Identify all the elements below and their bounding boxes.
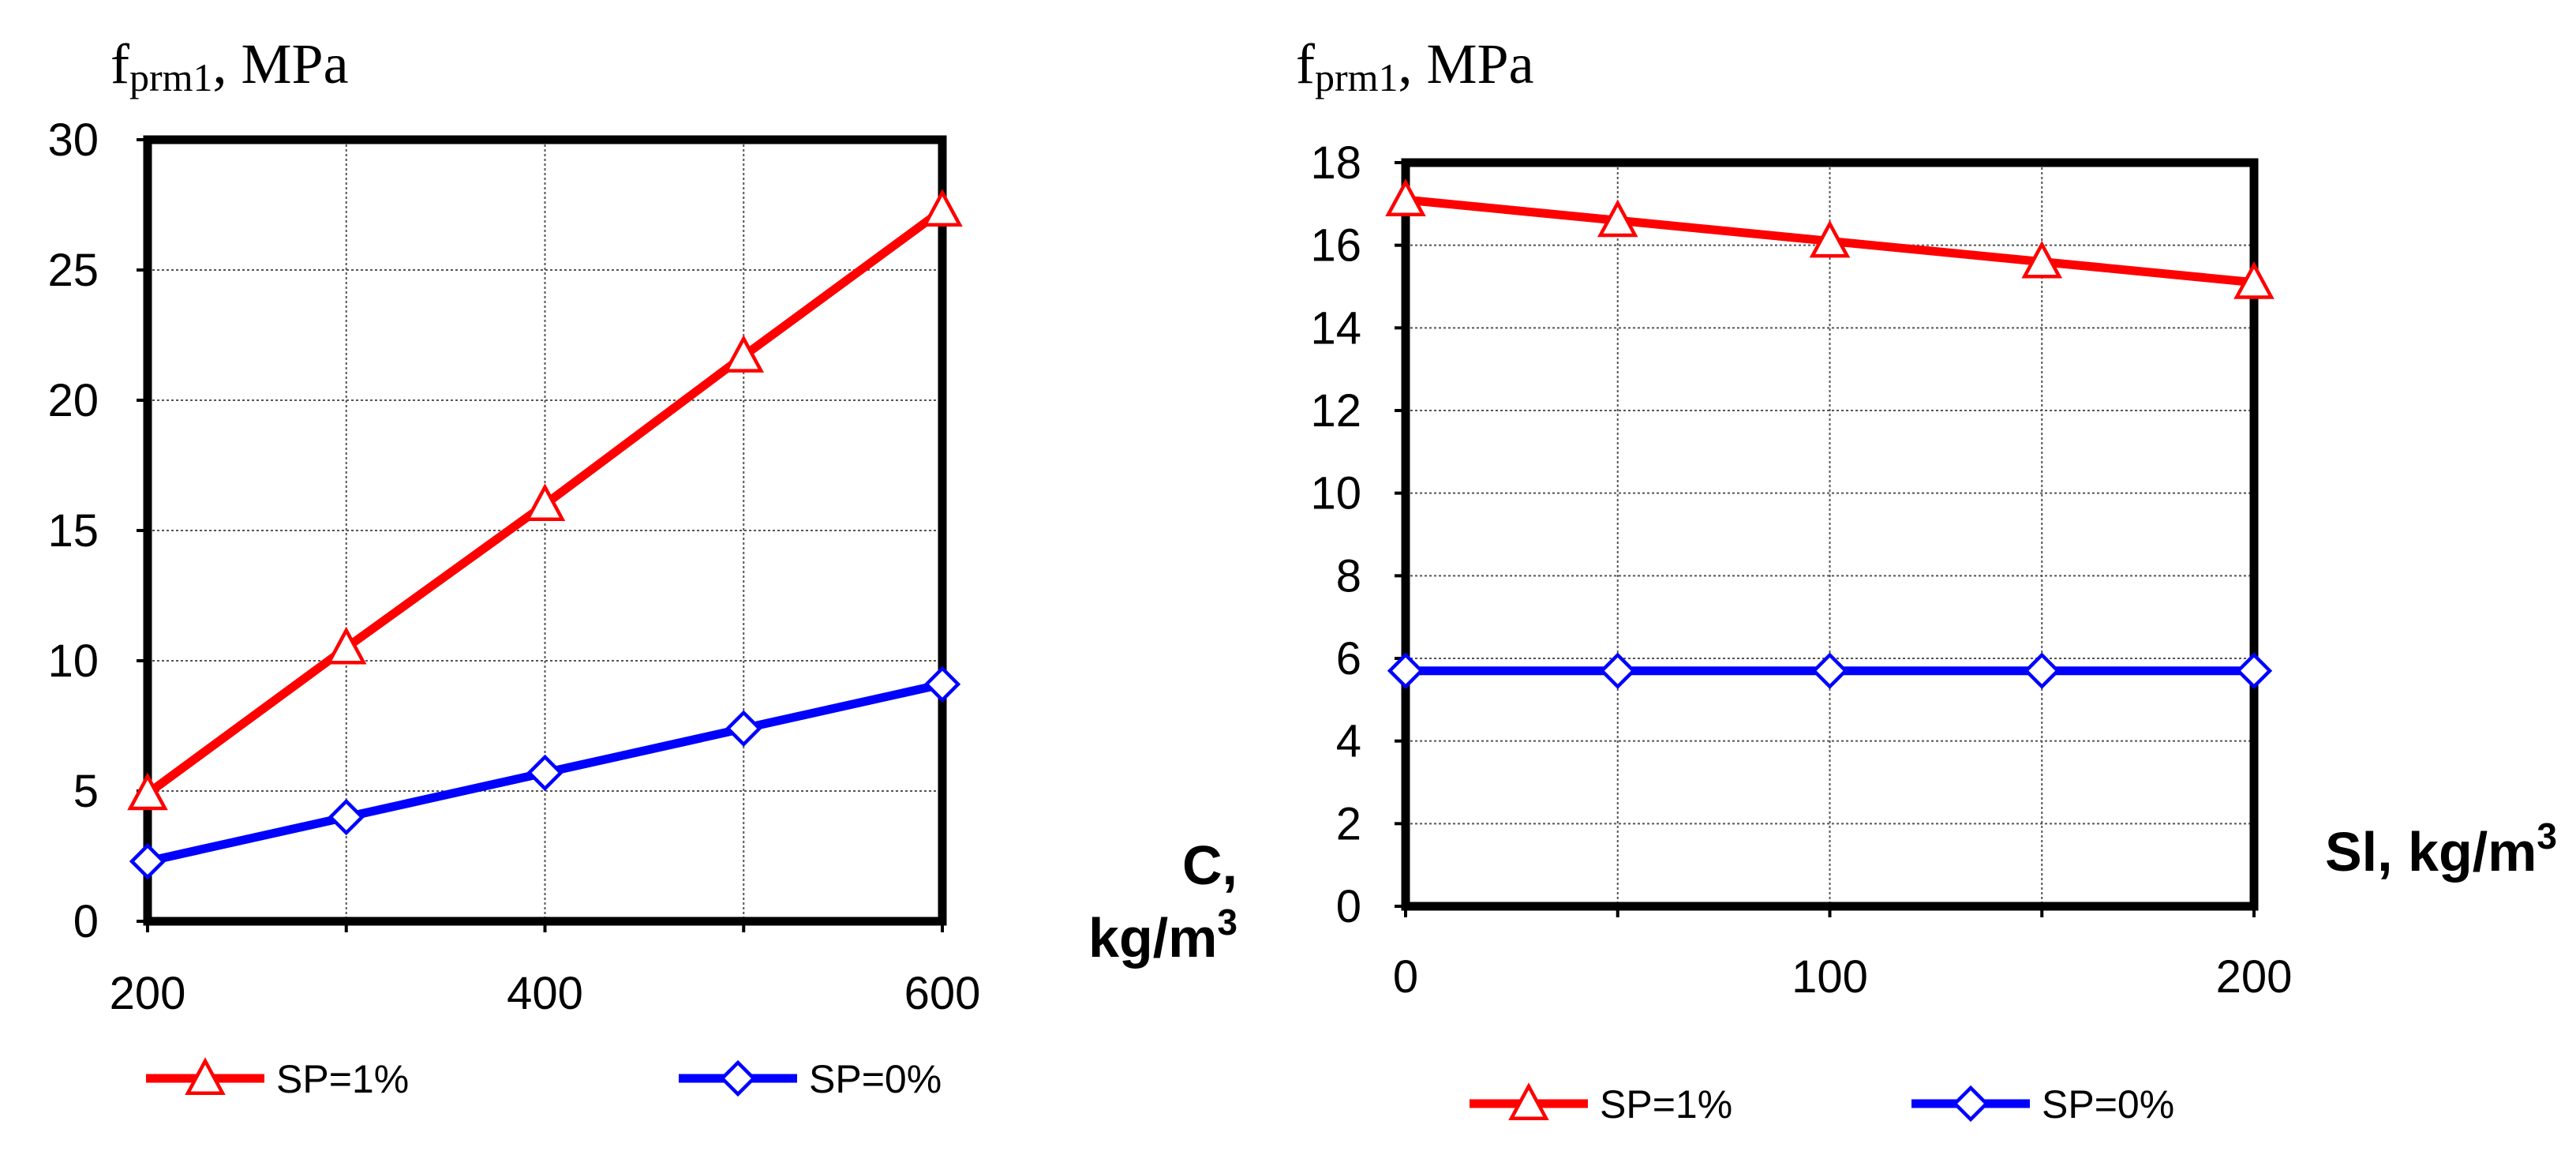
legend-item-1: SP=1% bbox=[1470, 1082, 1732, 1127]
y-axis-label: fprm1, MPa bbox=[1296, 32, 1534, 99]
data-point bbox=[1811, 652, 1848, 689]
data-point bbox=[1387, 652, 1425, 689]
legend-label: SP=1% bbox=[1600, 1082, 1732, 1127]
y-tick-label: 6 bbox=[1336, 633, 1361, 684]
y-tick-label: 25 bbox=[47, 245, 99, 296]
y-tick-label: 10 bbox=[1310, 468, 1361, 519]
data-point bbox=[526, 754, 564, 792]
y-tick-label: 0 bbox=[1336, 881, 1361, 932]
y-tick-label: 18 bbox=[1310, 137, 1361, 189]
y-tick-label: 0 bbox=[73, 896, 99, 947]
legend-label: SP=0% bbox=[809, 1057, 942, 1101]
data-point bbox=[1385, 178, 1426, 217]
x-axis-unit: kg/m3 bbox=[1088, 902, 1237, 969]
y-tick-label: 14 bbox=[1310, 302, 1361, 354]
legend-item-1: SP=1% bbox=[146, 1057, 409, 1101]
legend-marker bbox=[185, 1057, 226, 1095]
data-point bbox=[325, 626, 367, 665]
legend-marker bbox=[1952, 1085, 1990, 1123]
x-tick-label: 400 bbox=[507, 968, 583, 1019]
data-point bbox=[328, 798, 365, 836]
data-point bbox=[2233, 261, 2275, 299]
chart-2: 0 2 4 6 8 10 12 14 16 18 0 100 200 fprm1, MPa Sl, kg/m… bbox=[1296, 32, 2557, 1127]
y-axis-label: fprm1, MPa bbox=[110, 32, 349, 99]
data-point bbox=[1809, 219, 1851, 258]
data-point bbox=[524, 483, 566, 521]
y-tick-label: 5 bbox=[73, 766, 99, 817]
plot-frame bbox=[143, 135, 947, 926]
y-tick-label: 8 bbox=[1336, 550, 1361, 602]
y-tick-label: 20 bbox=[47, 375, 99, 426]
chart-1: 0 5 10 15 20 25 30 200 400 600 fprm1, MPa C,kg/m3 SP… bbox=[47, 32, 1237, 1101]
y-tick-label: 16 bbox=[1310, 220, 1361, 272]
data-point bbox=[2024, 652, 2061, 689]
x-tick-label: 600 bbox=[904, 968, 981, 1019]
data-point bbox=[1597, 199, 1638, 238]
data-point bbox=[723, 335, 765, 373]
data-point bbox=[129, 842, 167, 880]
legend-label: SP=1% bbox=[276, 1057, 409, 1101]
legend-item-2: SP=0% bbox=[679, 1057, 942, 1101]
y-tick-label: 2 bbox=[1336, 798, 1361, 849]
x-tick-label: 200 bbox=[2216, 951, 2293, 1003]
data-point bbox=[923, 665, 961, 703]
y-tick-label: 4 bbox=[1336, 716, 1361, 767]
legend-marker bbox=[1508, 1082, 1549, 1120]
legend-marker bbox=[719, 1059, 757, 1097]
data-point bbox=[922, 189, 963, 227]
x-tick-label: 0 bbox=[1393, 951, 1418, 1003]
plot-frame bbox=[1401, 158, 2259, 911]
legend-item-2: SP=0% bbox=[1911, 1082, 2174, 1127]
data-point bbox=[1599, 652, 1636, 689]
legend-label: SP=0% bbox=[2042, 1082, 2174, 1127]
data-point bbox=[2021, 240, 2063, 279]
data-point bbox=[2235, 652, 2273, 689]
x-tick-label: 100 bbox=[1792, 951, 1868, 1003]
y-tick-label: 10 bbox=[47, 635, 99, 687]
y-tick-label: 12 bbox=[1310, 385, 1361, 437]
x-axis-label: Sl, kg/m3 bbox=[2325, 815, 2557, 883]
data-point bbox=[127, 772, 168, 811]
data-point bbox=[725, 710, 762, 747]
y-tick-label: 30 bbox=[47, 114, 99, 166]
x-axis-label: C, bbox=[1182, 834, 1237, 896]
x-tick-label: 200 bbox=[110, 968, 186, 1019]
y-tick-label: 15 bbox=[47, 505, 99, 557]
